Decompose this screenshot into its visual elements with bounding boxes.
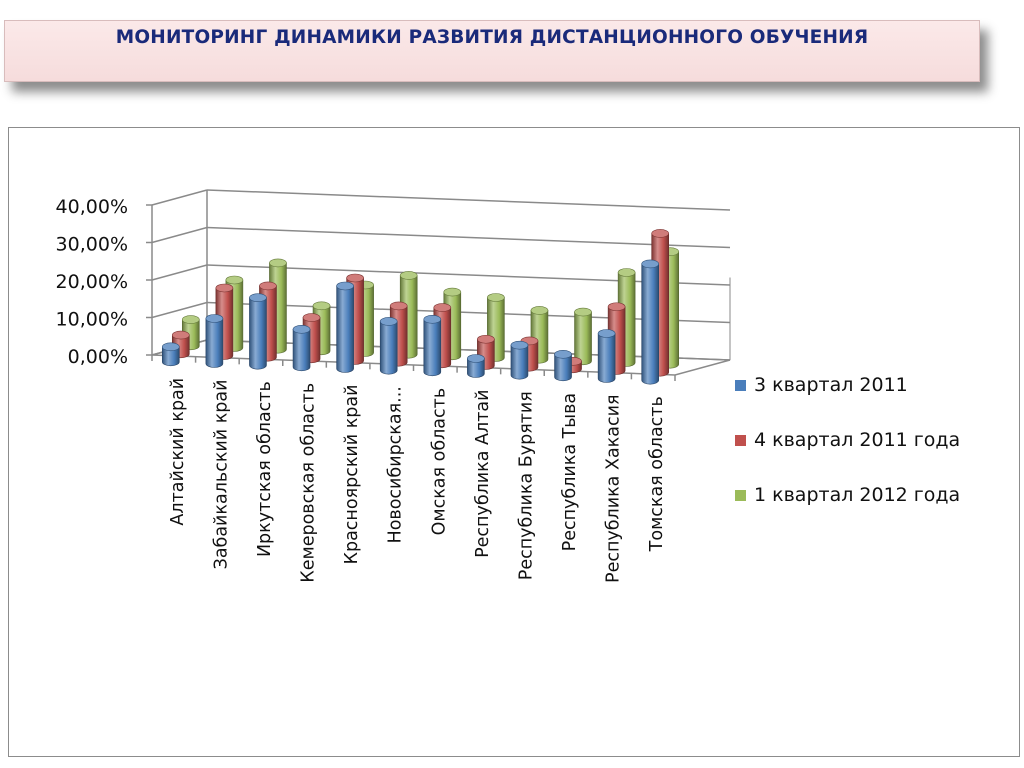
legend-label: 4 квартал 2011 года xyxy=(754,429,960,451)
legend-swatch xyxy=(735,380,746,391)
title-banner: МОНИТОРИНГ ДИНАМИКИ РАЗВИТИЯ ДИСТАНЦИОНН… xyxy=(4,20,980,82)
category-label: Забайкальский край xyxy=(211,380,231,570)
y-tick-label: 40,00% xyxy=(56,196,128,218)
page-title: МОНИТОРИНГ ДИНАМИКИ РАЗВИТИЯ ДИСТАНЦИОНН… xyxy=(115,27,869,48)
bar xyxy=(205,314,224,368)
category-label: Республика Хакасия xyxy=(604,395,624,583)
category-label: Красноярский край xyxy=(342,385,362,565)
y-tick-label: 20,00% xyxy=(56,271,128,293)
legend-swatch xyxy=(735,435,746,446)
legend: 3 квартал 2011 4 квартал 2011 года 1 кварт… xyxy=(735,374,960,506)
legend-label: 3 квартал 2011 xyxy=(754,374,908,396)
y-tick-label: 30,00% xyxy=(56,234,128,256)
bar xyxy=(554,350,572,382)
gridline xyxy=(151,301,208,319)
bar xyxy=(161,342,180,367)
category-label: Республика Тыва xyxy=(560,393,580,552)
bar xyxy=(423,315,442,377)
bar xyxy=(336,281,354,373)
legend-label: 1 квартал 2012 года xyxy=(754,484,960,506)
legend-swatch xyxy=(735,490,746,501)
bars xyxy=(161,229,680,385)
category-label: Кемеровская область xyxy=(299,383,319,583)
gridline xyxy=(151,264,208,281)
bar xyxy=(574,307,592,366)
chart-frame xyxy=(8,127,1020,757)
category-label: Омская область xyxy=(429,388,449,536)
gridline xyxy=(151,189,208,206)
category-label: Республика Бурятия xyxy=(516,391,536,580)
x-axis-labels: Алтайский край Забайкальский край Иркутска… xyxy=(168,378,667,583)
bar xyxy=(379,317,398,375)
bar xyxy=(641,259,660,385)
gridline xyxy=(206,189,731,211)
bar xyxy=(249,293,267,370)
bar xyxy=(292,325,311,372)
category-label: Томская область xyxy=(647,396,667,552)
bar xyxy=(467,354,485,378)
y-tick-label: 10,00% xyxy=(56,309,128,331)
y-tick-label: 0,00% xyxy=(68,346,128,368)
y-axis-labels: 0,00% 10,00% 20,00% 30,00% 40,00% xyxy=(56,196,128,368)
bar xyxy=(597,329,616,383)
gridline xyxy=(151,226,208,244)
bar xyxy=(510,340,529,380)
category-label: Иркутская область xyxy=(255,381,275,557)
category-label: Новосибирская... xyxy=(386,386,406,543)
category-label: Республика Алтай xyxy=(473,390,493,558)
gridline xyxy=(206,226,731,249)
category-label: Алтайский край xyxy=(168,378,188,526)
